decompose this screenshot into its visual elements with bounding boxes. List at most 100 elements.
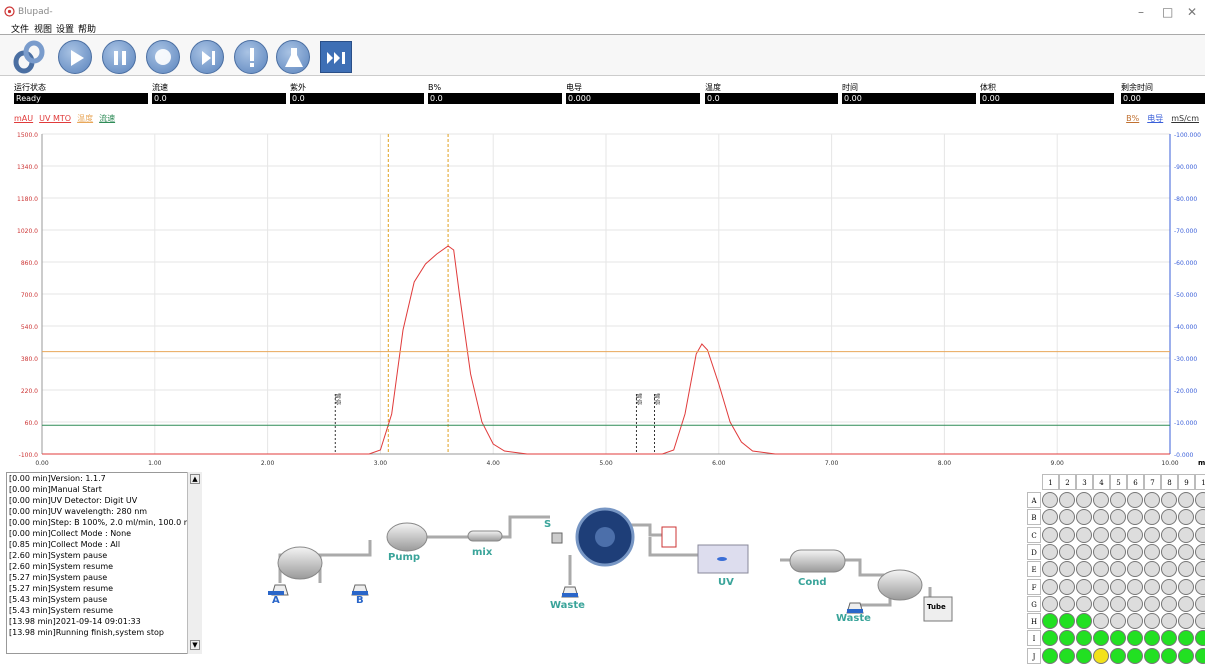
tube-cell[interactable] <box>1076 630 1092 647</box>
tube-cell[interactable] <box>1161 492 1177 508</box>
tube-cell[interactable] <box>1178 561 1194 578</box>
tube-cell[interactable] <box>1127 543 1143 560</box>
skip-button[interactable] <box>320 41 352 73</box>
tube-cell[interactable] <box>1110 543 1126 560</box>
tube-cell[interactable] <box>1144 578 1160 595</box>
tube-cell[interactable] <box>1161 595 1177 612</box>
tube-cell[interactable] <box>1059 595 1075 612</box>
tube-cell[interactable] <box>1093 595 1109 612</box>
tube-cell[interactable] <box>1161 509 1177 526</box>
tube-cell[interactable] <box>1059 561 1075 578</box>
log-panel[interactable]: [0.00 min]Version: 1.1.7 [0.00 min]Manual… <box>6 472 202 654</box>
tube-cell[interactable] <box>1059 492 1075 508</box>
tube-cell[interactable] <box>1076 509 1092 526</box>
tube-cell[interactable] <box>1076 613 1092 630</box>
tube-cell[interactable] <box>1110 595 1126 612</box>
tube-cell[interactable] <box>1178 526 1194 543</box>
tube-cell[interactable] <box>1144 595 1160 612</box>
tube-cell[interactable] <box>1161 647 1177 664</box>
tube-cell[interactable] <box>1076 543 1092 560</box>
menu-help[interactable]: 帮助 <box>78 25 97 35</box>
tube-cell[interactable] <box>1093 578 1109 595</box>
tube-cell[interactable] <box>1161 543 1177 560</box>
tube-cell[interactable] <box>1195 578 1205 595</box>
tube-cell[interactable] <box>1178 595 1194 612</box>
tube-cell[interactable] <box>1127 561 1143 578</box>
tube-cell[interactable] <box>1144 630 1160 647</box>
step-button[interactable] <box>190 40 224 74</box>
menu-file[interactable]: 文件 <box>11 25 30 35</box>
legend-item[interactable]: 流速 <box>99 114 116 123</box>
tube-cell[interactable] <box>1144 561 1160 578</box>
tube-cell[interactable] <box>1042 647 1058 664</box>
tube-cell[interactable] <box>1059 613 1075 630</box>
tube-cell[interactable] <box>1127 509 1143 526</box>
tube-cell[interactable] <box>1110 647 1126 664</box>
tube-cell[interactable] <box>1178 492 1194 508</box>
tube-cell[interactable] <box>1110 492 1126 508</box>
menu-settings[interactable]: 设置 <box>56 25 75 35</box>
flask-button[interactable] <box>276 40 310 74</box>
tube-cell[interactable] <box>1059 543 1075 560</box>
tube-cell[interactable] <box>1042 595 1058 612</box>
tube-cell[interactable] <box>1059 647 1075 664</box>
tube-cell[interactable] <box>1059 630 1075 647</box>
tube-cell[interactable] <box>1178 543 1194 560</box>
tube-cell[interactable] <box>1093 630 1109 647</box>
tube-cell[interactable] <box>1042 543 1058 560</box>
tube-cell[interactable] <box>1093 492 1109 508</box>
tube-cell[interactable] <box>1178 509 1194 526</box>
legend-item[interactable]: B% <box>1126 114 1140 123</box>
tube-cell[interactable] <box>1110 630 1126 647</box>
tube-cell[interactable] <box>1195 492 1205 508</box>
tube-cell[interactable] <box>1059 578 1075 595</box>
tube-cell[interactable] <box>1144 647 1160 664</box>
tube-cell[interactable] <box>1195 543 1205 560</box>
pause-button[interactable] <box>102 40 136 74</box>
tube-cell[interactable] <box>1059 526 1075 543</box>
tube-cell[interactable] <box>1127 630 1143 647</box>
legend-item[interactable]: mAU <box>14 114 34 123</box>
tube-cell[interactable] <box>1178 578 1194 595</box>
tube-cell[interactable] <box>1110 526 1126 543</box>
tube-cell[interactable] <box>1127 578 1143 595</box>
tube-cell[interactable] <box>1042 630 1058 647</box>
tube-cell[interactable] <box>1178 647 1194 664</box>
tube-cell[interactable] <box>1127 595 1143 612</box>
tube-cell[interactable] <box>1144 526 1160 543</box>
tube-cell[interactable] <box>1042 578 1058 595</box>
tube-cell[interactable] <box>1195 630 1205 647</box>
legend-item[interactable]: 温度 <box>77 114 94 123</box>
tube-cell[interactable] <box>1161 613 1177 630</box>
tube-cell[interactable] <box>1093 613 1109 630</box>
log-scrollbar[interactable]: ▲ ▼ <box>187 472 202 654</box>
tube-cell[interactable] <box>1042 613 1058 630</box>
tube-cell[interactable] <box>1076 595 1092 612</box>
tube-cell[interactable] <box>1093 561 1109 578</box>
tube-cell[interactable] <box>1161 630 1177 647</box>
close-button[interactable]: ✕ <box>1187 5 1198 19</box>
tube-cell[interactable] <box>1161 578 1177 595</box>
tube-cell[interactable] <box>1178 613 1194 630</box>
maximize-button[interactable]: □ <box>1162 5 1174 19</box>
tube-cell[interactable] <box>1195 647 1205 664</box>
tube-cell[interactable] <box>1110 613 1126 630</box>
tube-cell[interactable] <box>1127 526 1143 543</box>
play-button[interactable] <box>58 40 92 74</box>
tube-cell[interactable] <box>1110 578 1126 595</box>
scroll-down-arrow[interactable]: ▼ <box>190 640 200 650</box>
tube-cell[interactable] <box>1127 492 1143 508</box>
tube-cell[interactable] <box>1144 613 1160 630</box>
alert-button[interactable] <box>234 40 268 74</box>
tube-cell[interactable] <box>1093 526 1109 543</box>
tube-cell[interactable] <box>1110 509 1126 526</box>
tube-cell[interactable] <box>1110 561 1126 578</box>
legend-item[interactable]: mS/cm <box>1171 114 1199 123</box>
tube-cell[interactable] <box>1195 509 1205 526</box>
menu-view[interactable]: 视图 <box>34 25 53 35</box>
tube-cell[interactable] <box>1161 526 1177 543</box>
link-icon[interactable] <box>12 40 46 74</box>
tube-cell[interactable] <box>1076 561 1092 578</box>
tube-cell[interactable] <box>1195 561 1205 578</box>
legend-item[interactable]: 电导 <box>1147 114 1164 123</box>
